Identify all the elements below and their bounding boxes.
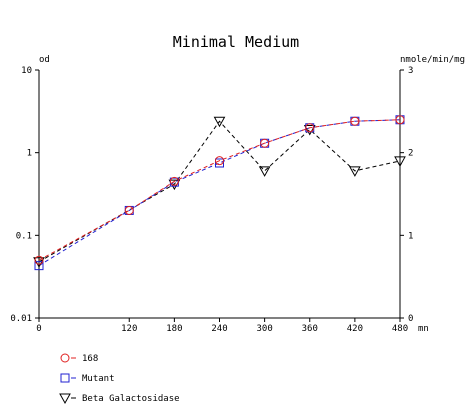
legend-marker-square (60, 373, 70, 383)
legend-marker-circle (60, 353, 70, 363)
data-point-square (215, 158, 224, 168)
data-point-triangle-down (258, 166, 271, 177)
data-point-triangle-down (213, 116, 226, 128)
y-left-axis-label: od (39, 55, 50, 65)
data-point-circle (169, 176, 179, 186)
chart-title: Minimal Medium (173, 33, 299, 51)
data-point-circle (215, 156, 224, 166)
x-tick-label: 360 (302, 324, 318, 334)
legend-label: 168 (82, 354, 98, 364)
data-point-circle (305, 123, 315, 133)
series-line-circle (38, 119, 401, 261)
legend: 168 Mutant Beta Galactosidase (59, 353, 180, 405)
y-right-axis-label: nmole/min/mg (400, 55, 465, 65)
x-tick-label: 0 (36, 324, 41, 334)
y-right-tick-label: 0 (408, 314, 413, 324)
data-point-triangle-down (349, 166, 361, 177)
series-line-triangle-down (38, 120, 401, 263)
y-right-tick-label: 2 (408, 149, 413, 159)
x-tick-label: 480 (392, 324, 408, 334)
data-point-circle (34, 255, 44, 265)
y-left-tick-label: 10 (21, 66, 32, 76)
data-point-triangle-down (394, 156, 406, 167)
series-lines (38, 119, 401, 267)
x-tick-label: 420 (347, 324, 363, 334)
data-point-circle (260, 138, 270, 148)
legend-marker-triangle-down (59, 393, 71, 405)
data-point-square (34, 261, 44, 271)
x-tick-label: 180 (166, 324, 182, 334)
y-left-tick-label: 0.1 (16, 231, 32, 241)
data-point-circle (395, 115, 405, 125)
y-right-tick-label: 1 (408, 231, 413, 241)
y-right-tick-label: 3 (408, 66, 413, 76)
data-point-triangle-down (33, 257, 45, 268)
x-tick-label: 300 (256, 324, 272, 334)
data-point-circle (350, 116, 360, 126)
series-markers (33, 115, 406, 271)
x-axis-unit-label: mn (418, 324, 429, 334)
x-tick-label: 120 (121, 324, 137, 334)
legend-label: Mutant (82, 374, 115, 384)
y-left-tick-label: 1 (27, 149, 32, 159)
data-point-triangle-down (303, 125, 316, 136)
y-left-tick-label: 0.01 (10, 314, 32, 324)
legend-label: Beta Galactosidase (82, 394, 180, 404)
data-point-circle (124, 205, 134, 215)
x-tick-label: 240 (211, 324, 227, 334)
series-line-square (38, 119, 401, 267)
